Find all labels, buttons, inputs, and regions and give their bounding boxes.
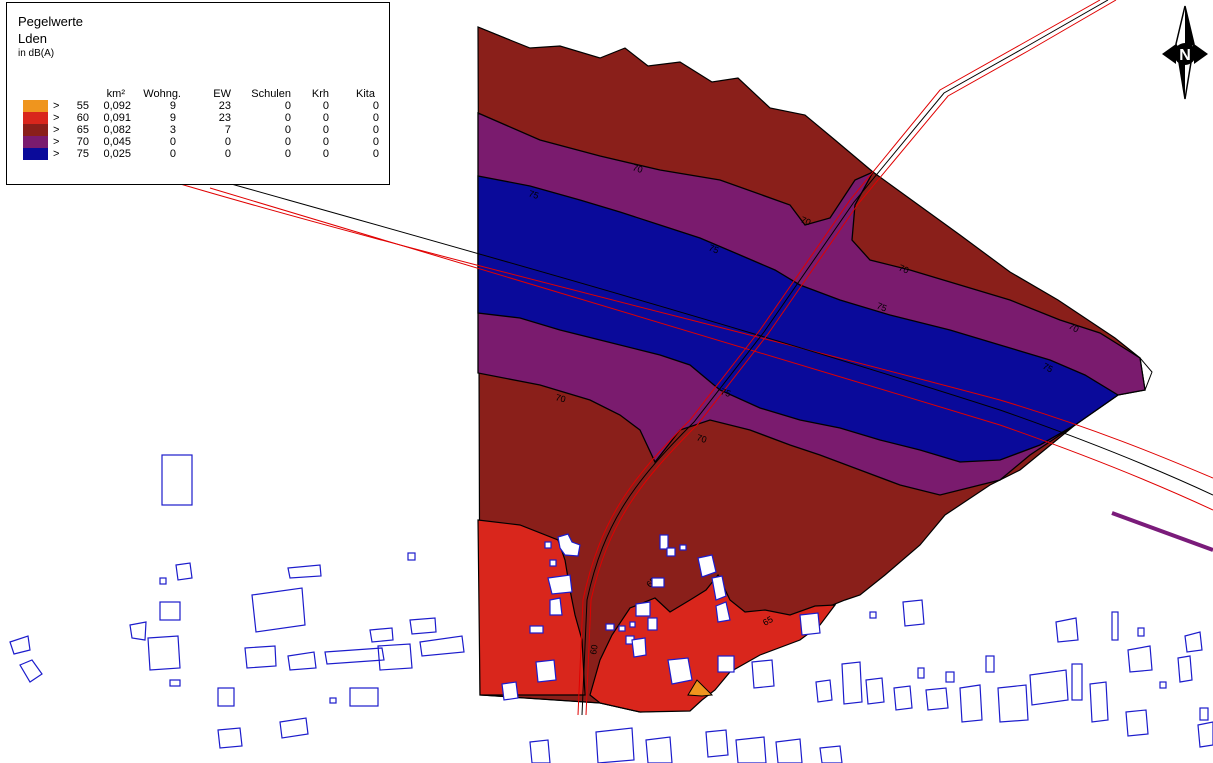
legend-cell-kita: 0: [372, 124, 379, 136]
legend-cell-level: 70: [76, 136, 89, 148]
legend-cell-ew: 23: [218, 112, 231, 124]
legend-cell-wohng: 9: [169, 100, 176, 112]
legend-cell-schulen: 0: [284, 136, 291, 148]
buildings-in-area: [501, 533, 821, 701]
buildings-outside: [9, 454, 1213, 763]
legend-cell-schulen: 0: [284, 124, 291, 136]
legend-col-kita: Kita: [356, 88, 375, 100]
legend-cell-op: >: [53, 136, 60, 148]
contour-label: 70: [554, 392, 566, 404]
legend-swatch: [23, 148, 48, 160]
calculation-area-outline: [477, 26, 1153, 713]
legend-cell-ew: 7: [224, 124, 231, 136]
contour-label: 65: [761, 614, 775, 628]
legend-cell-km2: 0,045: [103, 136, 131, 148]
legend-cell-krh: 0: [322, 124, 329, 136]
legend-swatch: [23, 124, 48, 136]
legend-cell-wohng: 0: [169, 148, 176, 160]
legend-cell-op: >: [53, 148, 60, 160]
legend-cell-kita: 0: [372, 148, 379, 160]
north-letter: N: [1179, 47, 1191, 64]
legend-cell-km2: 0,025: [103, 148, 131, 160]
cross-road: [577, 0, 1117, 716]
contour-label: 70: [695, 432, 708, 445]
legend-cell-ew: 0: [224, 148, 231, 160]
contour-label: 70: [631, 162, 644, 175]
legend-col-wohng: Wohng.: [143, 88, 181, 100]
legend-title: Pegelwerte: [18, 14, 84, 29]
railway-line: [1111, 511, 1213, 552]
contour-label: 75: [1041, 361, 1055, 375]
legend-panel: Pegelwerte Lden in dB(A) km² Wohng. EW S…: [6, 2, 390, 185]
zone-60-65: [589, 573, 837, 713]
legend-cell-km2: 0,091: [103, 112, 131, 124]
legend-swatch: [23, 136, 48, 148]
legend-cell-kita: 0: [372, 136, 379, 148]
legend-indicator: Lden: [18, 31, 47, 46]
legend-swatch: [23, 112, 48, 124]
legend-cell-op: >: [53, 124, 60, 136]
legend-row: >65 0,082 3 7 0 0 0: [7, 124, 389, 137]
legend-unit: in dB(A): [18, 48, 55, 59]
contour-label: 75: [719, 386, 732, 399]
legend-cell-schulen: 0: [284, 148, 291, 160]
legend-cell-ew: 0: [224, 136, 231, 148]
legend-cell-kita: 0: [372, 100, 379, 112]
legend-cell-op: >: [53, 112, 60, 124]
contour-label: 70: [1067, 321, 1081, 335]
contour-label: 70: [799, 215, 812, 228]
legend-cell-level: 65: [76, 124, 89, 136]
legend-row: >75 0,025 0 0 0 0 0: [7, 148, 389, 161]
legend-cell-ew: 23: [218, 100, 231, 112]
legend-row: >55 0,092 9 23 0 0 0: [7, 100, 389, 113]
legend-cell-level: 60: [76, 112, 89, 124]
legend-cell-level: 75: [76, 148, 89, 160]
legend-cell-km2: 0,082: [103, 124, 131, 136]
legend-cell-schulen: 0: [284, 100, 291, 112]
legend-cell-krh: 0: [322, 112, 329, 124]
legend-cell-level: 55: [76, 100, 89, 112]
zone-75-plus: [477, 175, 1120, 463]
legend-cell-krh: 0: [322, 148, 329, 160]
zone-55-60: [687, 679, 714, 697]
legend-row: >70 0,045 0 0 0 0 0: [7, 136, 389, 149]
legend-cell-wohng: 0: [169, 136, 176, 148]
legend-swatch: [23, 100, 48, 112]
main-road: [149, 174, 1213, 511]
legend-cell-km2: 0,092: [103, 100, 131, 112]
legend-cell-kita: 0: [372, 112, 379, 124]
zone-60-65: [477, 519, 586, 696]
legend-col-krh: Krh: [311, 88, 329, 100]
legend-col-ew: EW: [213, 88, 231, 100]
contour-label: 75: [707, 243, 720, 256]
legend-row: >60 0,091 9 23 0 0 0: [7, 112, 389, 125]
legend-cell-wohng: 9: [169, 112, 176, 124]
legend-cell-schulen: 0: [284, 112, 291, 124]
north-arrow-icon: N: [1162, 5, 1208, 100]
contour-label: 75: [875, 301, 888, 314]
legend-cell-krh: 0: [322, 136, 329, 148]
contour-label: 60: [588, 644, 600, 656]
legend-cell-krh: 0: [322, 100, 329, 112]
legend-col-schulen: Schulen: [251, 88, 291, 100]
legend-cell-wohng: 3: [169, 124, 176, 136]
legend-cell-op: >: [53, 100, 60, 112]
contour-label: 70: [897, 263, 910, 276]
contour-label: 75: [527, 188, 540, 201]
legend-col-km2: km²: [106, 88, 125, 100]
